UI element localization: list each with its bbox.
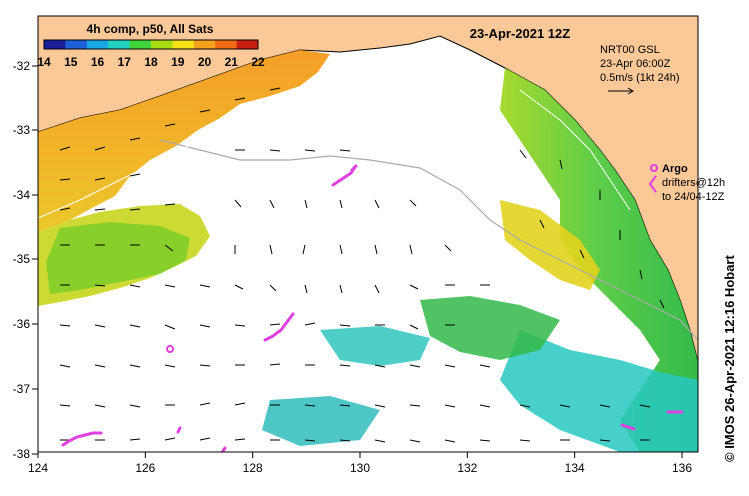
- sst-teal-south: [262, 396, 380, 446]
- sst-cool-patch: [420, 296, 560, 360]
- y-axis-tick-label: -35: [13, 252, 31, 266]
- sst-coastal-east: [500, 68, 698, 452]
- argo-float-marker: [166, 345, 174, 353]
- y-axis-tick-label: -33: [13, 123, 31, 137]
- sst-cyan-south: [320, 326, 430, 366]
- colorbar-title: 4h comp, p50, All Sats: [87, 22, 214, 36]
- colorbar-tick-label: 16: [91, 55, 105, 69]
- map-frame: [37, 15, 699, 453]
- colorbar-swatch: [151, 40, 173, 49]
- colorbar-swatch: [44, 40, 66, 49]
- colorbar-tick-label: 19: [171, 55, 185, 69]
- shelf-contour-white: [38, 79, 631, 219]
- colorbar-tick-label: 17: [118, 55, 132, 69]
- info-line-2: 23-Apr 06:00Z: [600, 58, 671, 70]
- colorbar-tick-label: 15: [64, 55, 78, 69]
- colorbar-swatch: [108, 40, 131, 49]
- y-axis-tick-label: -38: [13, 447, 31, 461]
- sst-cool-southeast: [500, 330, 698, 452]
- colorbar-swatch: [193, 40, 216, 49]
- info-box: NRT00 GSL 23-Apr 06:00Z 0.5m/s (1kt 24h): [600, 44, 679, 95]
- colorbar-tick-label: 14: [37, 55, 51, 69]
- y-axis-tick-label: -37: [13, 382, 31, 396]
- x-axis: 124 126 128 130 132 134 136: [28, 452, 692, 475]
- colorbar-tick-label: 22: [251, 55, 265, 69]
- drifter-tracks: [61, 164, 684, 452]
- current-vectors: [59, 87, 665, 443]
- info-line-1: NRT00 GSL: [600, 44, 660, 56]
- colorbar-frame: [43, 39, 259, 50]
- x-axis-tick-label: 132: [457, 461, 477, 475]
- colorbar-swatch: [86, 40, 109, 49]
- shelf-contour-grey: [159, 139, 698, 341]
- scale-arrow-icon: [608, 87, 634, 95]
- sst-green-west: [46, 222, 190, 294]
- colorbar-tick-label: 20: [198, 55, 212, 69]
- colorbar: 4h comp, p50, All Sats 14 15 16 17 18 19 20 21 2…: [37, 22, 265, 69]
- y-axis-tick-label: -32: [13, 59, 31, 73]
- colorbar-tick-label: 21: [225, 55, 239, 69]
- x-axis-tick-label: 126: [135, 461, 155, 475]
- x-axis-tick-label: 136: [672, 461, 692, 475]
- y-axis-tick-label: -34: [13, 188, 31, 202]
- drifter-legend-line-1: drifters@12h: [662, 177, 725, 189]
- x-axis-tick-label: 130: [350, 461, 370, 475]
- colorbar-swatch: [236, 40, 259, 49]
- x-axis-tick-label: 134: [565, 461, 585, 475]
- argo-legend-icon: [650, 164, 658, 172]
- colorbar-tick-label: 18: [144, 55, 158, 69]
- x-axis-tick-label: 124: [28, 461, 48, 475]
- copyright-credit: © IMOS 26-Apr-2021 12:16 Hobart: [722, 255, 737, 462]
- sst-warm-zone: [38, 50, 330, 232]
- colorbar-swatch: [65, 40, 88, 49]
- argo-legend: Argo drifters@12h to 24/04-12Z: [648, 163, 725, 203]
- y-axis-tick-label: -36: [13, 317, 31, 331]
- x-axis-tick-label: 128: [243, 461, 263, 475]
- colorbar-swatch: [215, 40, 238, 49]
- date-title: 23-Apr-2021 12Z: [470, 26, 570, 41]
- colorbar-swatch: [172, 40, 195, 49]
- y-axis: -32 -33 -34 -35 -36 -37 -38: [13, 59, 38, 461]
- drifter-legend-icon: [648, 175, 657, 193]
- colorbar-swatch: [129, 40, 152, 49]
- info-line-3: 0.5m/s (1kt 24h): [600, 72, 679, 84]
- map-plot-area: [38, 16, 698, 452]
- drifter-legend-line-2: to 24/04-12Z: [662, 191, 725, 203]
- australia-land: [38, 16, 698, 362]
- argo-legend-label: Argo: [662, 163, 688, 175]
